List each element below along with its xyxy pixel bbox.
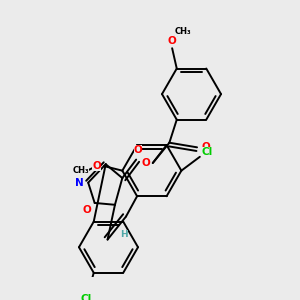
Text: O: O	[202, 142, 211, 152]
Text: O: O	[83, 205, 92, 215]
Text: O: O	[168, 36, 176, 46]
Text: N: N	[75, 178, 83, 188]
Text: O: O	[92, 161, 101, 171]
Text: Cl: Cl	[81, 294, 92, 300]
Text: CH₃: CH₃	[73, 166, 89, 175]
Text: H: H	[120, 230, 128, 239]
Text: CH₃: CH₃	[175, 27, 191, 36]
Text: O: O	[134, 146, 142, 155]
Text: O: O	[141, 158, 150, 168]
Text: Cl: Cl	[202, 147, 213, 157]
